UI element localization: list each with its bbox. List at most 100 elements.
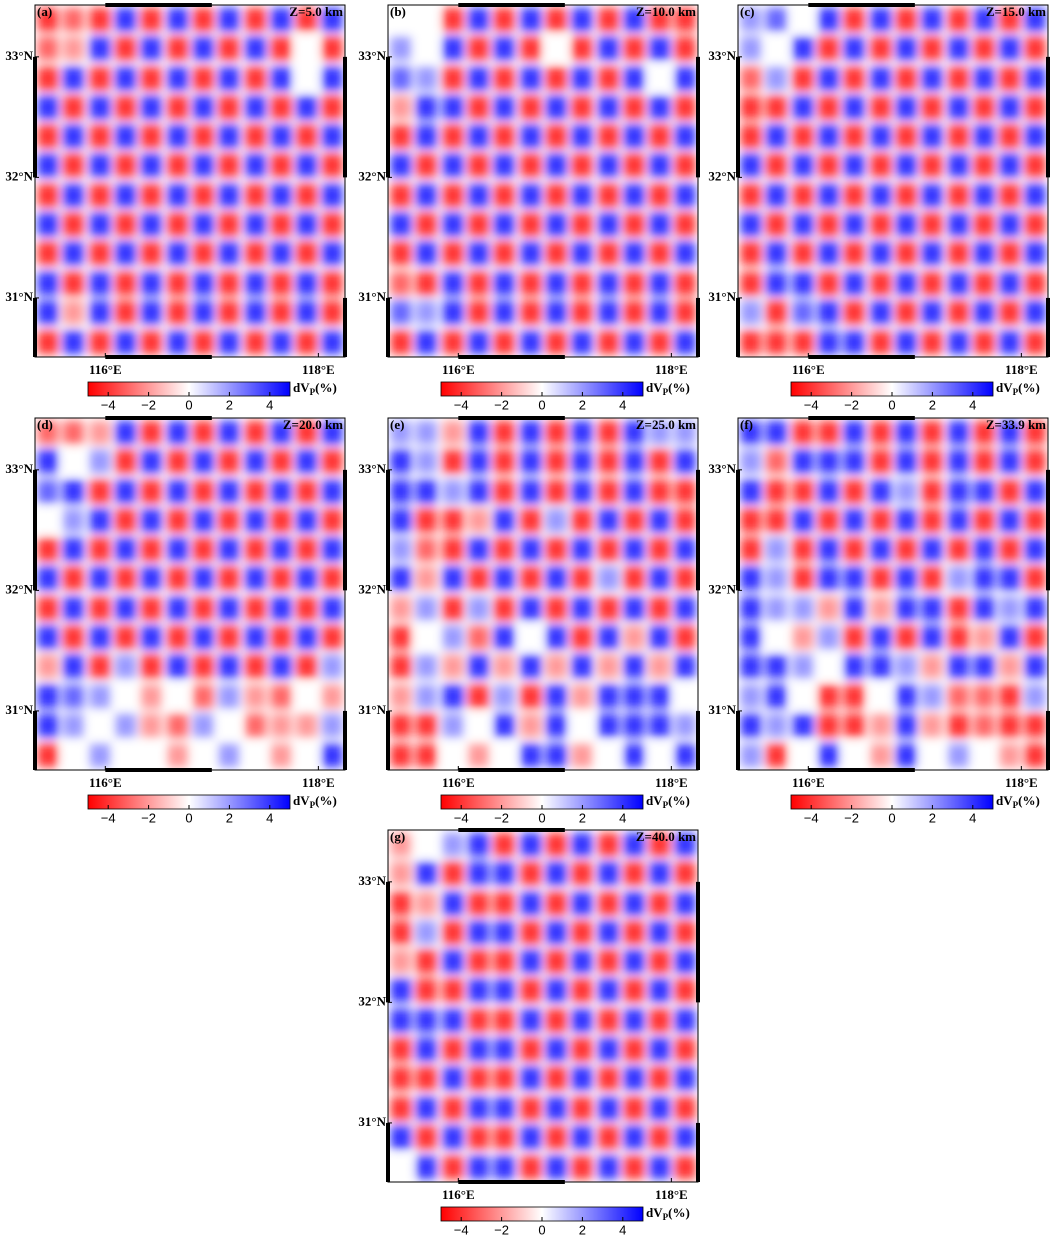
cell (416, 537, 437, 562)
cell (468, 713, 489, 738)
colorbar-tick-label: 2 (579, 1222, 586, 1237)
cell (416, 212, 437, 237)
cell (623, 949, 645, 974)
cell (520, 654, 542, 679)
cell (37, 508, 59, 533)
cell (818, 271, 839, 296)
cell (545, 891, 567, 916)
cell (598, 743, 619, 768)
y-tick-label: 33°N (708, 461, 736, 476)
cell (390, 1066, 412, 1091)
cell (818, 241, 839, 266)
cell (115, 596, 136, 621)
cell (843, 654, 865, 679)
cell (390, 566, 412, 591)
cell (545, 566, 567, 591)
cell (493, 1037, 515, 1062)
cell (870, 420, 892, 445)
cell (921, 420, 943, 445)
colorbar-label: dVP(%) (996, 793, 1040, 810)
cell (623, 596, 645, 621)
cell (493, 449, 515, 474)
cell (493, 978, 515, 1003)
cell (623, 36, 645, 61)
cell (390, 891, 412, 916)
cell (493, 596, 515, 621)
cell (442, 183, 464, 208)
cell (545, 978, 567, 1003)
cell (818, 153, 839, 178)
cell (545, 1066, 567, 1091)
cell (766, 153, 787, 178)
cell (493, 891, 515, 916)
panel: 116°E 118°E 33°N 32°N 31°N (d) Z=20.0 km −4 −2 0 2… (5, 416, 347, 825)
cell (321, 183, 343, 208)
cell (545, 212, 567, 237)
cell (270, 625, 292, 650)
cell (270, 537, 292, 562)
cell (218, 508, 240, 533)
cell (870, 95, 892, 120)
cell (416, 300, 437, 325)
cell (63, 271, 84, 296)
cell (520, 330, 542, 355)
cell (792, 596, 814, 621)
cell (468, 330, 489, 355)
cell (766, 66, 787, 91)
cell (1024, 36, 1046, 61)
x-tick-label: 118°E (655, 1187, 688, 1202)
cell (245, 7, 266, 32)
cell (623, 330, 645, 355)
cell (623, 684, 645, 709)
cell (674, 920, 696, 945)
cell (870, 300, 892, 325)
cell (390, 124, 412, 149)
cell (37, 625, 59, 650)
x-tick-label: 116°E (442, 775, 475, 790)
cell (571, 241, 593, 266)
cell (740, 241, 762, 266)
cell (792, 566, 814, 591)
cell (493, 713, 515, 738)
cell (921, 212, 943, 237)
cell (870, 153, 892, 178)
cell (140, 300, 162, 325)
cell (895, 66, 917, 91)
cell (843, 212, 865, 237)
cell (468, 153, 489, 178)
cell (598, 891, 619, 916)
cell (921, 449, 943, 474)
cell (623, 508, 645, 533)
depth-label: Z=5.0 km (289, 4, 343, 19)
cell (870, 7, 892, 32)
cell (674, 479, 696, 504)
cell (63, 625, 84, 650)
cell (674, 861, 696, 886)
colorbar-tick-label: 0 (888, 810, 895, 825)
colorbar-label: dVP(%) (646, 380, 690, 397)
cell (818, 7, 839, 32)
cell (740, 743, 762, 768)
cell (649, 420, 670, 445)
cell (623, 420, 645, 445)
colorbar-label-unit: (%) (668, 380, 690, 395)
cells (740, 7, 1046, 355)
cell (245, 654, 266, 679)
cell (545, 861, 567, 886)
cell (63, 537, 84, 562)
cell (921, 479, 943, 504)
cell (63, 713, 84, 738)
cell (63, 566, 84, 591)
colorbar-label-unit: (%) (315, 793, 337, 808)
cell (296, 449, 317, 474)
cell (571, 713, 593, 738)
cell (999, 743, 1020, 768)
colorbar-tick-label: 4 (266, 810, 273, 825)
cell (416, 832, 437, 857)
cell (390, 241, 412, 266)
cell (167, 479, 189, 504)
cell (973, 153, 995, 178)
cell (623, 832, 645, 857)
cell (623, 183, 645, 208)
cell (921, 654, 943, 679)
